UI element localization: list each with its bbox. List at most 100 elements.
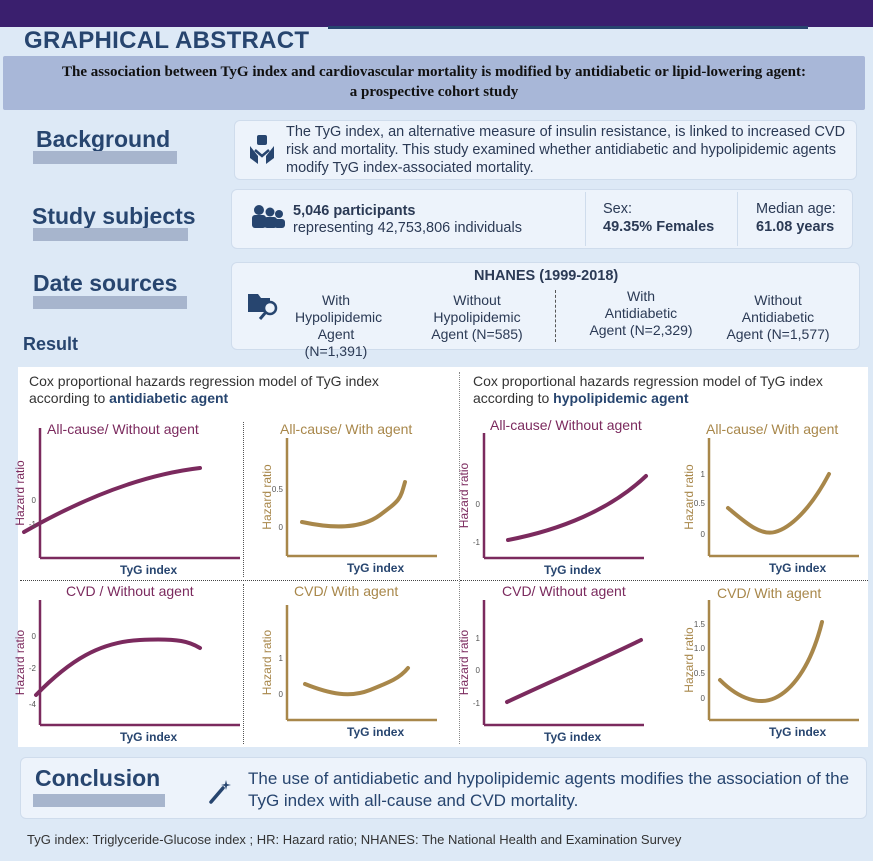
x-axis-label: TyG index bbox=[347, 561, 404, 575]
y-axis-label: Hazard ratio bbox=[260, 630, 274, 696]
left-caption-prefix: according to bbox=[29, 390, 110, 406]
data-sources-heading: Date sources bbox=[33, 270, 178, 296]
chart-title: CVD/ With agent bbox=[717, 585, 821, 601]
y-axis-label: Hazard ratio bbox=[13, 460, 27, 526]
background-text: The TyG index, an alternative measure of… bbox=[286, 124, 846, 176]
group-with-hypolipidemic: With Hypolipidemic Agent (N=1,391) bbox=[295, 292, 382, 360]
background-heading: Background bbox=[36, 126, 171, 152]
y-tick-label: 0.5 bbox=[694, 669, 706, 678]
left-caption: Cox proportional hazards regression mode… bbox=[29, 373, 379, 389]
left-caption-bold: antidiabetic agent bbox=[109, 390, 229, 406]
left-caption-2: according to antidiabetic agent bbox=[29, 390, 228, 406]
x-axis-label: TyG index bbox=[347, 725, 404, 739]
group-line: Without bbox=[453, 292, 501, 308]
y-axis-label: Hazard ratio bbox=[682, 464, 696, 530]
top-banner bbox=[0, 0, 873, 27]
group-line: Agent (N=1,577) bbox=[726, 326, 830, 342]
hazard-curve bbox=[505, 638, 643, 704]
hazard-curve bbox=[22, 466, 202, 534]
participants-representing: representing 42,753,806 individuals bbox=[293, 220, 522, 236]
y-tick-label: 1.0 bbox=[694, 644, 706, 653]
right-caption-bold: hypolipidemic agent bbox=[553, 390, 689, 406]
study-subjects-heading-bar bbox=[33, 228, 188, 241]
hazard-curve bbox=[300, 480, 407, 529]
background-card bbox=[234, 120, 857, 180]
x-axis-label: TyG index bbox=[120, 730, 177, 744]
graphical-abstract-title: GRAPHICAL ABSTRACT bbox=[24, 27, 310, 54]
group-line: Hypolipidemic bbox=[433, 309, 521, 325]
y-axis-label: Hazard ratio bbox=[457, 463, 471, 529]
right-caption: Cox proportional hazards regression mode… bbox=[473, 373, 823, 389]
panel-divider bbox=[459, 372, 460, 744]
chart-title: CVD/ With agent bbox=[294, 583, 398, 599]
group-line: Agent (N=2,329) bbox=[589, 322, 693, 338]
y-tick-label: 0 bbox=[701, 530, 706, 539]
group-line: Antidiabetic bbox=[741, 309, 815, 325]
y-tick-label: 0 bbox=[279, 523, 284, 532]
y-tick-label: 0 bbox=[279, 690, 284, 699]
y-tick-label: 0 bbox=[476, 500, 481, 509]
group-line: Without bbox=[754, 292, 802, 308]
y-tick-label: -2 bbox=[29, 664, 37, 673]
group-without-hypolipidemic: Without Hypolipidemic Agent (N=585) bbox=[428, 292, 526, 343]
chart-3: All-cause/ Without agent TyG index Hazard … bbox=[457, 417, 648, 577]
chart-title: All-cause/ Without agent bbox=[47, 421, 199, 437]
hazard-curve bbox=[506, 474, 648, 542]
data-sources-heading-bar bbox=[33, 296, 187, 309]
y-tick-label: 1 bbox=[476, 634, 481, 643]
chart-6: CVD/ With agent TyG index Hazard ratio 0 1 bbox=[260, 583, 437, 739]
y-tick-label: 0 bbox=[476, 666, 481, 675]
chart-divider bbox=[243, 584, 244, 744]
y-tick-label: -1 bbox=[473, 538, 481, 547]
chart-title: CVD / Without agent bbox=[66, 583, 194, 599]
sex-label: Sex: bbox=[603, 201, 633, 217]
conclusion-heading-bar bbox=[33, 794, 165, 807]
y-axis-label: Hazard ratio bbox=[13, 630, 27, 696]
y-tick-label: 1 bbox=[701, 470, 706, 479]
chart-4: All-cause/ With agent TyG index Hazard rat… bbox=[682, 421, 859, 575]
hazard-curve bbox=[303, 666, 410, 697]
y-axis-label: Hazard ratio bbox=[457, 630, 471, 696]
x-axis-label: TyG index bbox=[120, 563, 177, 577]
y-tick-label: 0.5 bbox=[694, 499, 706, 508]
participants-count: 5,046 participants bbox=[293, 203, 416, 219]
right-caption-2: according to hypolipidemic agent bbox=[473, 390, 689, 406]
age-value: 61.08 years bbox=[756, 219, 835, 235]
x-axis-label: TyG index bbox=[544, 730, 601, 744]
x-axis-label: TyG index bbox=[544, 563, 601, 577]
x-axis-label: TyG index bbox=[769, 561, 826, 575]
data-sources-card bbox=[231, 262, 860, 350]
magic-wand-icon bbox=[209, 780, 231, 804]
row-divider-right bbox=[460, 580, 868, 581]
y-tick-label: 0 bbox=[701, 694, 706, 703]
chart-title: All-cause/ Without agent bbox=[490, 417, 642, 433]
chart-title: All-cause/ With agent bbox=[280, 421, 412, 437]
hazard-curve bbox=[726, 472, 831, 535]
group-line: Agent (N=585) bbox=[431, 326, 523, 342]
y-tick-label: -1 bbox=[473, 699, 481, 708]
hands-heart-icon bbox=[250, 135, 274, 164]
y-tick-label: -4 bbox=[29, 700, 37, 709]
conclusion-card bbox=[20, 757, 867, 819]
y-tick-label: 1 bbox=[279, 654, 284, 663]
x-axis-label: TyG index bbox=[769, 725, 826, 739]
conclusion-text: The use of antidiabetic and hypolipidemi… bbox=[248, 769, 850, 810]
chart-1: All-cause/ Without agent TyG index Hazard … bbox=[13, 421, 240, 577]
y-tick-label: 1.5 bbox=[694, 620, 706, 629]
chart-8: CVD/ With agent TyG index Hazard ratio 0 0.5… bbox=[682, 585, 859, 739]
group-line: Antidiabetic bbox=[604, 305, 678, 321]
background-heading-bar bbox=[33, 151, 177, 164]
chart-7: CVD/ Without agent TyG index Hazard ratio-… bbox=[457, 583, 644, 744]
group-without-antidiabetic: Without Antidiabetic Agent (N=1,577) bbox=[722, 292, 834, 343]
y-axis-label: Hazard ratio bbox=[260, 464, 274, 530]
chart-title: All-cause/ With agent bbox=[706, 421, 838, 437]
y-tick-label: -1 bbox=[29, 520, 37, 529]
right-caption-prefix: according to bbox=[473, 390, 554, 406]
data-source-name: NHANES (1999-2018) bbox=[474, 268, 619, 284]
chart-divider bbox=[243, 422, 244, 577]
chart-5: CVD / Without agent TyG index Hazard ratio… bbox=[13, 583, 240, 744]
result-heading: Result bbox=[23, 334, 79, 354]
hazard-curve bbox=[34, 637, 202, 697]
divider bbox=[737, 192, 738, 246]
